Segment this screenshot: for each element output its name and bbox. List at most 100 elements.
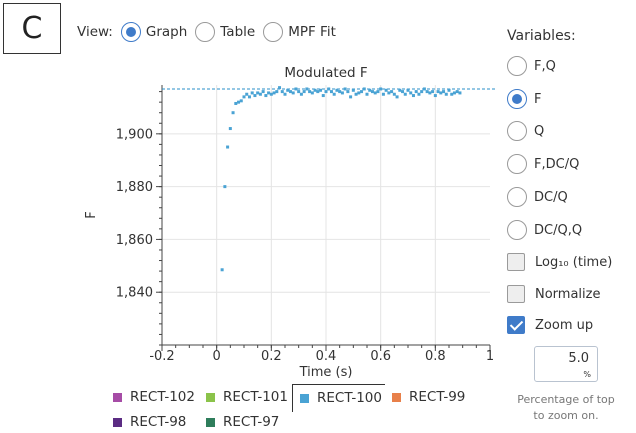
data-point (319, 88, 323, 92)
data-point (357, 91, 361, 95)
data-point (362, 87, 366, 91)
data-point (455, 90, 459, 94)
data-point (335, 88, 339, 92)
data-point (425, 90, 429, 94)
data-point (450, 92, 454, 96)
legend-swatch (206, 417, 215, 427)
chart: Modulated F 1,840 1,860 1,880 1,900 -0.2 0 0.… (84, 65, 495, 380)
q-radio[interactable] (507, 121, 527, 141)
data-point (365, 92, 369, 96)
variable-option-f-dc-q[interactable]: F,DC/Q (507, 153, 579, 175)
dc-q-q-radio[interactable] (507, 220, 527, 240)
variable-option-f[interactable]: F (507, 88, 541, 110)
y-tick-label: 1,900 (116, 127, 153, 142)
data-point (439, 91, 443, 95)
variable-option-dc-q[interactable]: DC/Q (507, 186, 568, 208)
data-point (442, 90, 446, 94)
legend-item-rect-100[interactable]: RECT-100 (300, 388, 382, 408)
data-point (313, 88, 317, 92)
data-point (340, 91, 344, 95)
y-axis-label: F (84, 211, 99, 218)
data-point (428, 91, 432, 95)
data-point (237, 100, 241, 104)
table-radio[interactable] (195, 22, 216, 42)
data-point (310, 91, 314, 95)
f-dc-q-radio[interactable] (507, 154, 527, 174)
data-point (370, 90, 374, 94)
data-point (360, 90, 364, 94)
legend-item-rect-101[interactable]: RECT-101 (206, 387, 288, 407)
f-q-radio[interactable] (507, 56, 527, 76)
data-point (433, 94, 437, 98)
data-point (242, 95, 246, 99)
data-point (349, 95, 353, 99)
legend-label: RECT-99 (409, 389, 466, 405)
log-time-toggle[interactable]: Log₁₀ (time) (507, 251, 612, 273)
variable-label: F (534, 91, 542, 107)
view-label: View: (77, 24, 113, 40)
data-point (291, 91, 295, 95)
data-point (401, 90, 405, 94)
x-axis-label: Time (s) (299, 365, 353, 380)
chart-grid (162, 85, 490, 345)
normalize-checkbox[interactable] (507, 285, 525, 303)
log-time-label: Log₁₀ (time) (535, 254, 613, 270)
view-option-graph[interactable]: Graph (120, 22, 187, 42)
data-point (321, 94, 325, 98)
graph-radio[interactable] (120, 22, 141, 42)
log-time-checkbox[interactable] (507, 253, 525, 271)
legend-item-rect-97[interactable]: RECT-97 (206, 412, 279, 432)
variable-option-dc-q-q[interactable]: DC/Q,Q (507, 219, 582, 241)
view-option-mpf-fit[interactable]: MPF Fit (263, 22, 336, 42)
legend-item-rect-98[interactable]: RECT-98 (113, 412, 186, 432)
data-point (297, 90, 301, 94)
x-axis-ticks: -0.2 0 0.2 0.4 0.6 0.8 1 (149, 345, 494, 364)
normalize-toggle[interactable]: Normalize (507, 283, 600, 305)
data-point (332, 92, 336, 96)
data-point (316, 90, 320, 94)
data-point (231, 111, 235, 115)
legend-selected-frame (292, 384, 385, 412)
variable-label: DC/Q (534, 189, 568, 205)
zoom-unit: % (583, 370, 591, 379)
f-radio[interactable] (507, 89, 527, 109)
data-point (299, 92, 303, 96)
data-point (403, 92, 407, 96)
legend-swatch (113, 392, 122, 402)
variable-option-q[interactable]: Q (507, 120, 544, 142)
data-point (302, 90, 306, 94)
data-point (226, 145, 230, 149)
data-point (308, 90, 312, 94)
variables-title: Variables: (507, 28, 576, 44)
legend-swatch (300, 393, 309, 403)
data-point (275, 90, 279, 94)
variable-label: Q (534, 123, 545, 139)
data-point (327, 87, 331, 91)
y-tick-label: 1,860 (116, 233, 153, 248)
variable-option-f-q[interactable]: F,Q (507, 55, 556, 77)
data-point (447, 88, 451, 92)
data-point (280, 90, 284, 94)
legend-label: RECT-101 (223, 389, 288, 405)
view-option-table[interactable]: Table (195, 22, 255, 42)
zoom-up-checkbox[interactable] (507, 316, 525, 334)
data-point (286, 88, 290, 92)
data-point (390, 90, 394, 94)
data-point (398, 88, 402, 92)
x-tick-label: -0.2 (149, 349, 174, 364)
y-tick-label: 1,840 (116, 286, 153, 301)
data-point (239, 99, 243, 103)
zoom-value[interactable]: 5.0 (568, 351, 589, 366)
zoom-percentage-input[interactable]: 5.0 % (534, 346, 598, 382)
x-tick-label: 1 (486, 349, 494, 364)
mpf-fit-radio[interactable] (263, 22, 284, 42)
legend-item-rect-99[interactable]: RECT-99 (392, 387, 465, 407)
legend-item-rect-102[interactable]: RECT-102 (113, 387, 195, 407)
dc-q-radio[interactable] (507, 187, 527, 207)
zoom-up-toggle[interactable]: Zoom up (507, 314, 593, 336)
view-option-label: MPF Fit (288, 24, 336, 40)
x-tick-label: 0.8 (425, 349, 446, 364)
data-point (264, 94, 268, 98)
data-point (324, 90, 328, 94)
data-point (346, 90, 350, 94)
